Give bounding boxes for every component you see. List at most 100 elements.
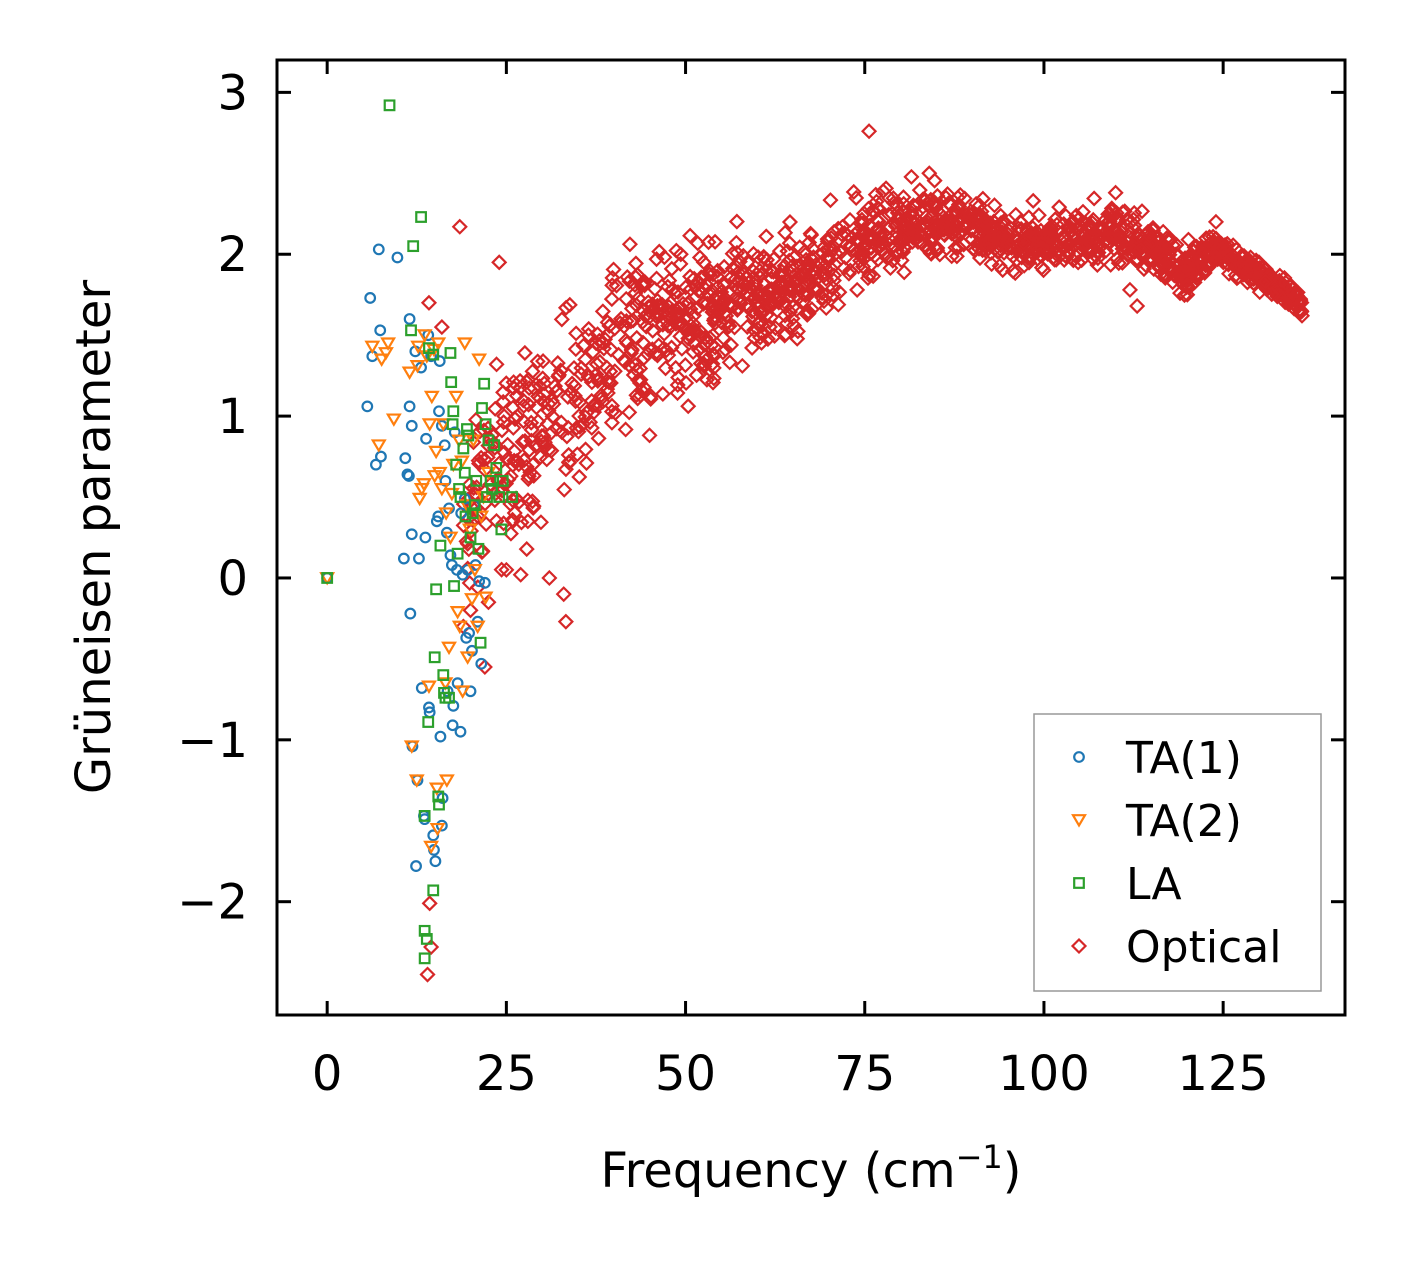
data-point-optical: [521, 441, 538, 459]
data-point-optical: [523, 421, 540, 438]
data-point-optical: [1070, 254, 1087, 271]
data-point-optical: [696, 358, 713, 375]
data-point-optical: [627, 285, 644, 302]
data-point-optical: [589, 326, 606, 343]
data-point-ta-1-: [410, 860, 422, 872]
data-point-optical: [849, 281, 866, 298]
data-point-optical: [628, 329, 645, 346]
data-point-optical: [1072, 236, 1090, 253]
data-point-ta-1-: [438, 439, 451, 452]
data-point-optical: [558, 428, 575, 445]
data-point-optical: [731, 292, 748, 309]
data-point-ta-1-: [364, 292, 377, 304]
data-point-optical: [669, 376, 686, 394]
data-point-la: [447, 405, 460, 418]
legend-label-ta-2-: TA(2): [1125, 796, 1242, 847]
data-point-optical: [521, 380, 538, 397]
data-point-optical: [493, 561, 510, 578]
data-point-optical: [603, 291, 620, 308]
data-point-optical: [462, 602, 479, 619]
data-point-optical: [545, 395, 562, 413]
data-point-optical: [670, 369, 687, 386]
data-point-optical: [685, 320, 702, 337]
data-point-optical: [1160, 246, 1177, 263]
data-point-optical: [512, 566, 529, 583]
data-point-optical: [927, 197, 945, 214]
data-point-optical: [699, 333, 716, 350]
data-point-optical: [695, 254, 712, 271]
data-point-la: [476, 402, 488, 414]
data-point-ta-1-: [405, 419, 418, 432]
data-point-optical: [672, 246, 689, 263]
data-point-optical: [728, 234, 745, 251]
data-point-la: [457, 442, 470, 455]
data-point-optical: [515, 413, 532, 430]
data-point-optical: [560, 419, 577, 436]
data-point-optical: [1263, 286, 1280, 303]
data-point-optical: [1242, 270, 1259, 288]
data-point-optical: [677, 357, 694, 374]
x-axis-label: Frequency (cm−1): [600, 1138, 1021, 1199]
data-point-optical: [1176, 287, 1193, 304]
data-point-optical: [553, 424, 570, 441]
data-point-optical: [637, 307, 654, 325]
data-point-optical: [895, 238, 912, 256]
data-point-optical: [734, 357, 751, 374]
data-point-optical: [777, 224, 794, 241]
data-point-optical: [628, 387, 645, 404]
data-point-optical: [1019, 222, 1036, 239]
legend-marker-optical: [1070, 937, 1088, 955]
data-point-optical: [498, 561, 515, 578]
data-point-optical: [999, 235, 1016, 252]
data-point-optical: [867, 186, 884, 203]
data-point-optical: [801, 234, 818, 251]
data-point-optical: [707, 233, 724, 250]
data-point-optical: [776, 327, 793, 344]
data-point-ta-1-: [375, 450, 387, 463]
data-point-optical: [578, 454, 595, 472]
data-point-optical: [1059, 245, 1077, 262]
data-point-optical: [662, 294, 679, 311]
data-point-optical: [559, 388, 576, 406]
data-point-optical: [955, 236, 972, 253]
legend-label-optical: Optical: [1126, 922, 1281, 973]
data-point-ta-2-: [428, 782, 445, 796]
data-point-ta-2-: [431, 466, 448, 481]
data-point-optical: [488, 356, 505, 373]
data-point-optical: [1149, 256, 1166, 273]
data-point-optical: [800, 286, 817, 303]
data-point-ta-2-: [410, 340, 427, 355]
data-point-optical: [495, 393, 512, 410]
y-axis-label: Grüneisen parameter: [66, 280, 122, 795]
data-point-optical: [630, 290, 647, 307]
data-point-optical: [723, 269, 740, 286]
x-axis-label-superscript: −1: [956, 1138, 1003, 1176]
legend-marker-la: [1073, 877, 1085, 889]
data-point-optical: [682, 227, 699, 244]
data-point-optical: [496, 408, 513, 425]
data-point-optical: [762, 309, 780, 326]
data-point-optical: [1164, 274, 1181, 291]
data-point-la: [470, 474, 483, 487]
data-point-optical: [632, 360, 649, 377]
data-point-optical: [669, 306, 686, 323]
data-point-optical: [1186, 274, 1203, 291]
data-point-ta-1-: [433, 355, 446, 367]
data-point-ta-2-: [418, 350, 435, 364]
data-point-ta-1-: [423, 701, 435, 714]
data-point-optical: [664, 302, 681, 319]
data-point-ta-1-: [454, 725, 467, 738]
data-point-la: [461, 423, 473, 435]
y-tick-label: 0: [217, 551, 248, 607]
data-point-optical: [518, 541, 535, 558]
data-point-optical: [859, 270, 877, 287]
data-point-optical: [722, 336, 740, 354]
data-point-optical: [1234, 258, 1251, 275]
data-point-ta-1-: [419, 531, 432, 544]
data-point-optical: [891, 207, 908, 224]
data-point-ta-2-: [438, 507, 455, 521]
data-point-optical: [955, 218, 973, 235]
data-point-optical: [992, 207, 1009, 224]
data-point-optical: [704, 374, 722, 391]
data-point-optical: [948, 248, 965, 265]
